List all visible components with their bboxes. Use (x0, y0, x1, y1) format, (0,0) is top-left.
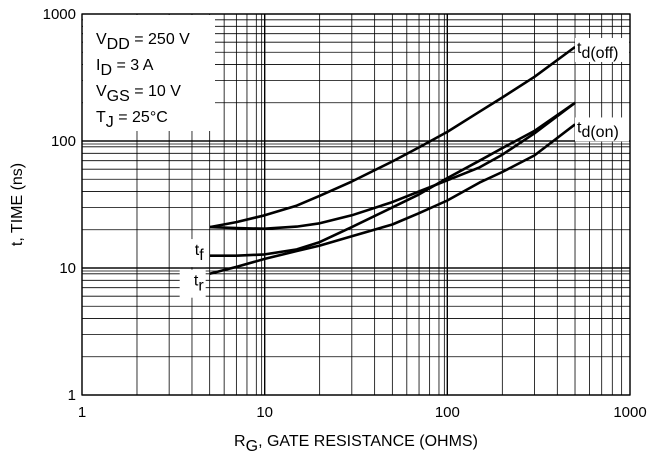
series-label-bg (179, 239, 206, 268)
x-tick-labels: 1 10 100 1000 (78, 404, 647, 421)
plot-frame (81, 13, 631, 396)
condition-text: ID = 3 A (96, 57, 154, 79)
x-tick-label: 1 (78, 404, 86, 421)
series-label-bg (575, 37, 630, 62)
y-tick-label: 1 (68, 387, 76, 404)
series-label-1: td(on) (577, 119, 619, 141)
series-label-0: td(off) (577, 40, 619, 62)
y-tick-label: 10 (59, 260, 76, 277)
x-tick-label: 1000 (613, 404, 646, 421)
curves (209, 45, 576, 276)
y-tick-labels: 1 10 100 1000 (43, 6, 76, 404)
series-label-3: tr (194, 273, 204, 295)
x-axis-label: RG, GATE RESISTANCE (OHMS) (234, 433, 478, 455)
x-tick-label: 100 (435, 404, 460, 421)
condition-text: TJ = 25°C (96, 109, 168, 131)
series-line-0 (209, 45, 576, 229)
conditions-box: VDD = 250 V ID = 3 A VGS = 10 V TJ = 25°C (83, 15, 215, 131)
grid (81, 13, 631, 396)
conditions-background (83, 15, 215, 131)
condition-text: VGS = 10 V (96, 83, 181, 105)
y-tick-label: 100 (51, 133, 76, 150)
series-labels: td(off) td(on) tf tr (179, 37, 630, 298)
series-line-2 (209, 101, 576, 230)
x-tick-label: 10 (256, 404, 273, 421)
y-axis-label: t, TIME (ns) (9, 163, 26, 246)
series-line-3 (209, 101, 576, 257)
series-label-bg (179, 269, 206, 298)
series-label-bg (575, 117, 630, 142)
condition-text: VDD = 250 V (96, 31, 190, 53)
series-label-2: tf (195, 242, 204, 264)
y-tick-label: 1000 (43, 6, 76, 23)
series-line-1 (209, 123, 576, 276)
